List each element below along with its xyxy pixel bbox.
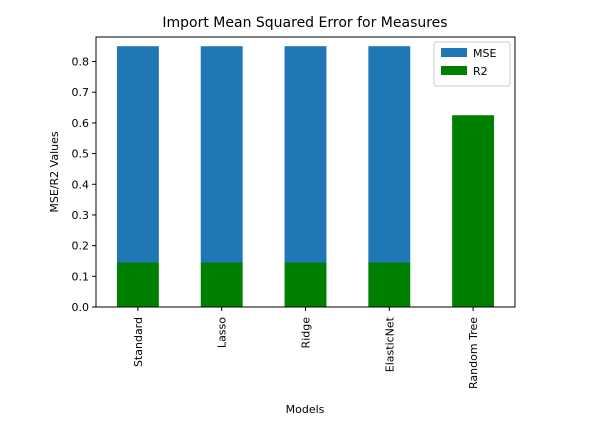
x-tick-label: Standard [132,317,145,367]
bar-r2-ridge [284,262,327,307]
legend: MSE R2 [433,41,511,87]
y-tick-label: 0.7 [72,86,90,99]
bars [116,46,495,307]
x-tick-label: Random Tree [467,317,480,389]
bar-r2-random-tree [452,115,495,307]
legend-swatch-r2 [441,66,467,75]
bar-mse-elasticnet [368,46,411,263]
bar-r2-elasticnet [368,262,411,307]
bar-mse-standard [116,46,159,263]
legend-label-r2: R2 [473,65,488,78]
legend-swatch-mse [441,48,467,57]
x-tick-label: Lasso [216,317,229,348]
y-tick-label: 0.8 [72,56,90,69]
x-axis: Standard Lasso Ridge ElasticNet Random Tree [132,307,480,389]
y-tick-label: 0.5 [72,148,90,161]
bar-r2-lasso [200,262,243,307]
x-tick-label: Ridge [300,317,313,349]
y-tick-label: 0.2 [72,240,90,253]
y-tick-label: 0.6 [72,117,90,130]
y-axis-label: MSE/R2 Values [48,131,61,212]
x-tick-label: ElasticNet [383,316,396,372]
bar-mse-ridge [284,46,327,263]
y-tick-label: 0.0 [72,301,90,314]
y-tick-label: 0.1 [72,270,90,283]
y-axis: 0.0 0.1 0.2 0.3 0.4 0.5 0.6 0.7 0.8 [72,56,96,314]
y-tick-label: 0.3 [72,209,90,222]
bar-r2-standard [116,262,159,307]
bar-mse-lasso [200,46,243,263]
x-axis-label: Models [286,403,325,416]
chart-title: Import Mean Squared Error for Measures [162,15,447,31]
y-tick-label: 0.4 [72,178,90,191]
legend-label-mse: MSE [473,47,496,60]
